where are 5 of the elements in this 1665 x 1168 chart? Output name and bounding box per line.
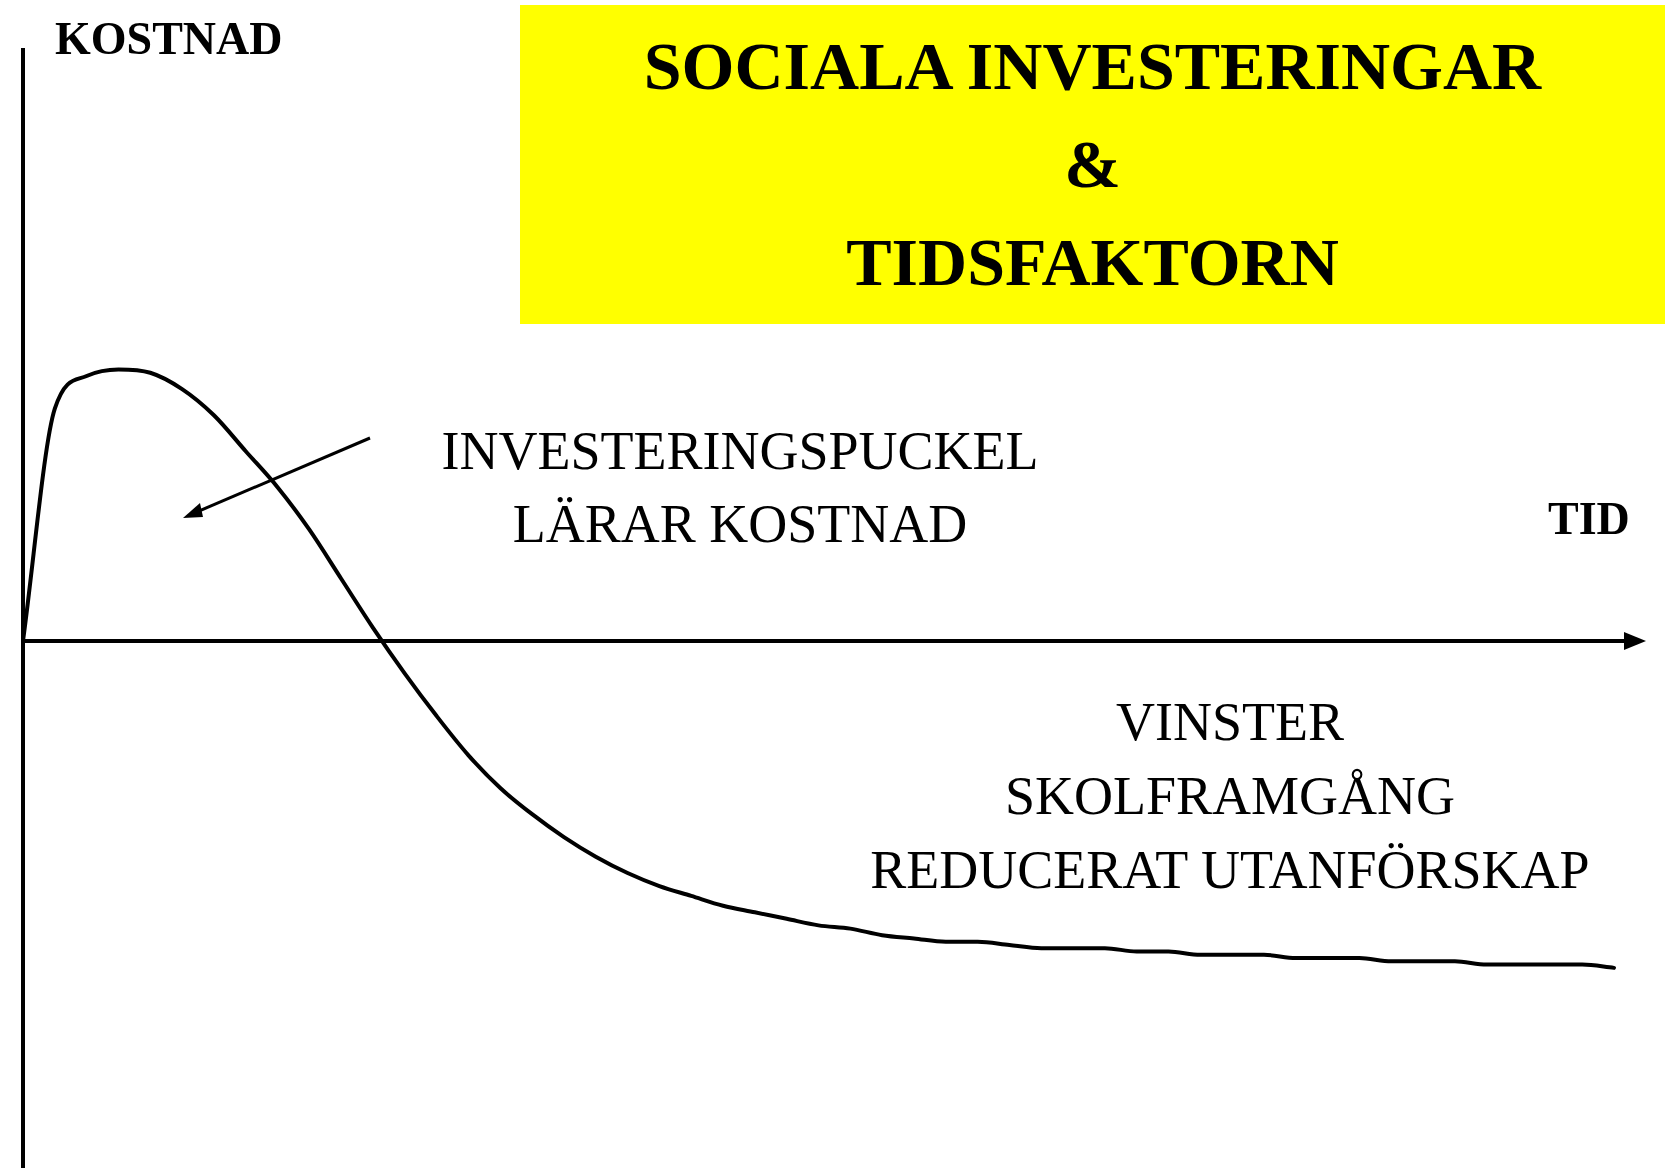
annotation: INVESTERINGSPUCKEL LÄRAR KOSTNAD xyxy=(440,420,1040,556)
x-axis-title: TID xyxy=(1548,492,1630,545)
annotation: VINSTER SKOLFRAMGÅNG REDUCERAT UTANFÖRSKAP xyxy=(869,691,1591,902)
text: KOSTNAD xyxy=(55,12,283,65)
chart-title: SOCIALA INVESTERINGAR & TIDSFAKTORN xyxy=(520,5,1665,324)
